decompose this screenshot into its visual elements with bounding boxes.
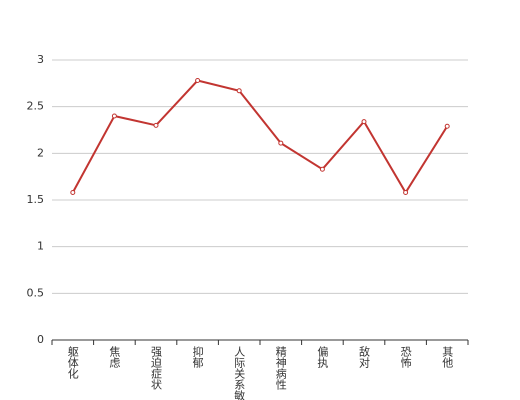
x-tick-label: 其他: [441, 346, 454, 368]
line: [71, 79, 449, 195]
y-tick-label: 2.5: [27, 100, 45, 113]
point: [70, 190, 76, 196]
point: [153, 122, 159, 128]
y-tick-label: 1.5: [27, 193, 45, 206]
point: [319, 166, 325, 172]
x-tick-label: 躯体化: [66, 346, 79, 380]
x-tick-label: 强迫症状: [150, 346, 163, 390]
x-tick-label: 抑郁: [191, 345, 204, 368]
x-tick-label: 人际关系敏感: [233, 346, 246, 400]
x-tick-label: 焦虑: [108, 346, 121, 368]
point: [403, 190, 409, 196]
point: [444, 123, 450, 129]
x-tick-label: 精神病性: [274, 346, 287, 391]
y-tick-label: 1: [37, 240, 44, 253]
y-tick-label: 3: [37, 53, 44, 66]
point: [236, 88, 242, 94]
x-tick-label: 恐怖: [399, 346, 412, 368]
y-tick-label: 0: [37, 333, 44, 346]
x-tick-label: 敌对: [358, 345, 371, 368]
point: [111, 113, 117, 119]
y-tick-label: 2: [37, 146, 44, 159]
point: [361, 119, 367, 125]
point: [195, 78, 201, 84]
y-tick-label: 0.5: [27, 286, 45, 299]
point: [278, 140, 284, 146]
x-tick-label: 偏执: [316, 345, 329, 369]
